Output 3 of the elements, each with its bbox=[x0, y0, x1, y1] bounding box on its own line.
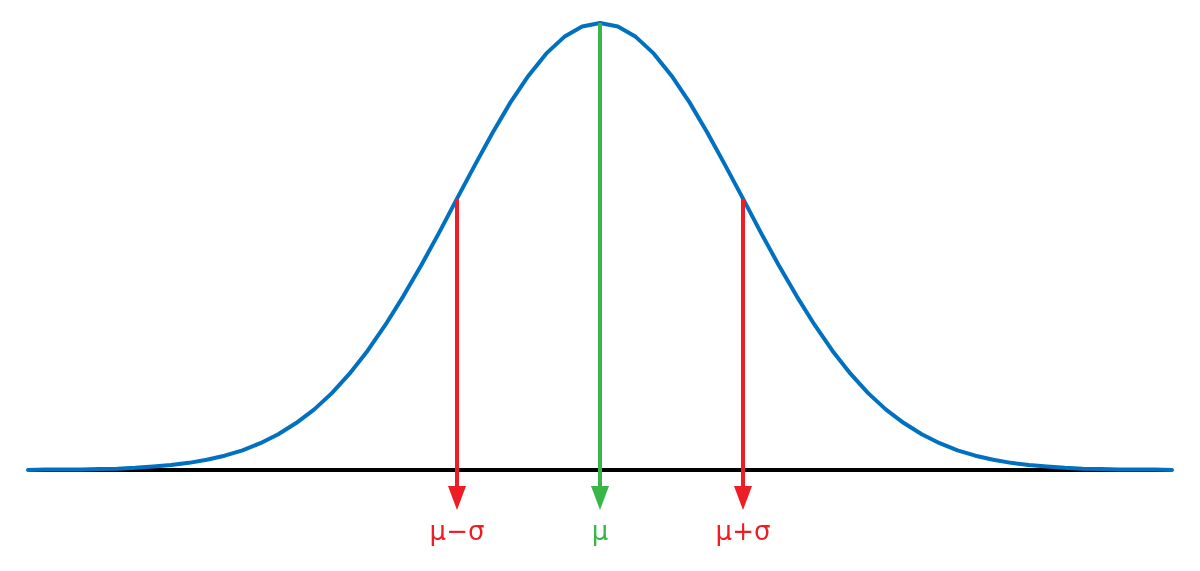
x-tick-label: μ bbox=[591, 516, 609, 546]
x-tick-label: μ−σ bbox=[429, 516, 485, 546]
x-tick-label: μ+σ bbox=[715, 516, 771, 546]
